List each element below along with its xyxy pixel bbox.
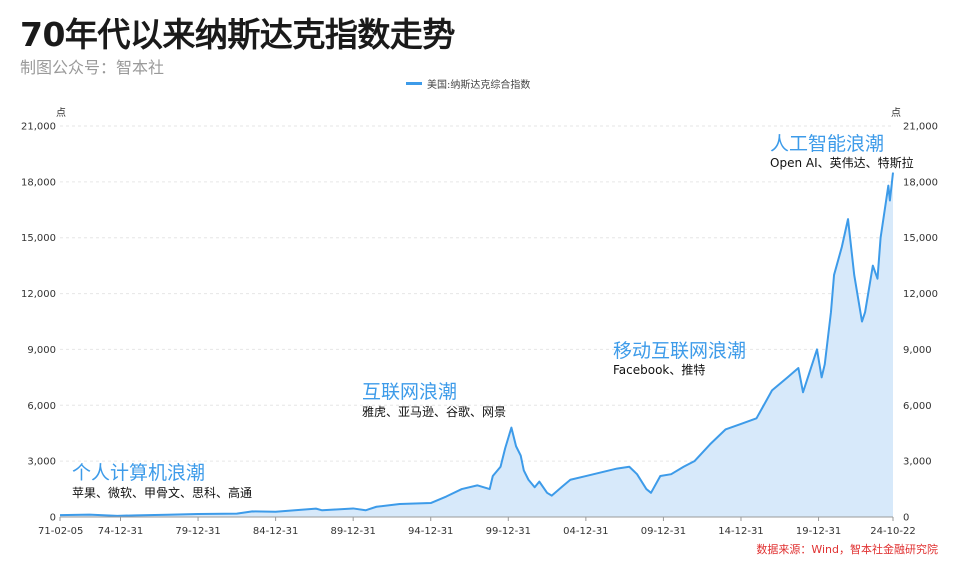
legend[interactable]: 美国:纳斯达克综合指数 (406, 76, 530, 91)
y-tick-label-right: 15,000 (903, 233, 938, 244)
y-tick-label-right: 18,000 (903, 177, 938, 188)
y-unit-left: 点 (56, 107, 66, 119)
y-tick-label-left: 12,000 (21, 289, 56, 300)
annotation-pc-sub: 苹果、微软、甲骨文、思科、高通 (72, 485, 252, 500)
x-tick-label: 84-12-31 (253, 526, 298, 537)
x-tick-label: 14-12-31 (718, 526, 763, 537)
y-tick-label-left: 9,000 (27, 345, 56, 356)
legend-swatch (406, 82, 422, 85)
x-tick-label: 09-12-31 (641, 526, 686, 537)
x-tick-label: 19-12-31 (796, 526, 841, 537)
annotation-pc: 个人计算机浪潮 苹果、微软、甲骨文、思科、高通 (72, 462, 252, 500)
x-axis-ticks: 71-02-05 74-12-31 79-12-31 84-12-31 89-12-31… (38, 517, 916, 537)
x-tick-label: 79-12-31 (175, 526, 220, 537)
x-tick-label: 24-10-22 (870, 526, 915, 537)
y-tick-label-left: 15,000 (21, 233, 56, 244)
annotation-pc-title: 个人计算机浪潮 (72, 462, 205, 484)
chart-subtitle: 制图公众号：智本社 (20, 58, 165, 77)
y-tick-label-right: 3,000 (903, 457, 932, 468)
y-unit-right: 点 (891, 107, 901, 119)
data-source: 数据来源：Wind，智本社金融研究院 (756, 543, 938, 556)
y-tick-label-right: 6,000 (903, 401, 932, 412)
y-tick-label-left: 0 (50, 513, 56, 524)
y-tick-label-left: 18,000 (21, 177, 56, 188)
legend-label: 美国:纳斯达克综合指数 (427, 80, 531, 91)
annotation-mobile-title: 移动互联网浪潮 (613, 340, 746, 362)
annotation-internet-title: 互联网浪潮 (362, 381, 457, 403)
y-tick-label-left: 21,000 (21, 122, 56, 133)
y-axis-left-ticks: 0 3,000 6,000 9,000 12,000 15,000 18,000 21,000 (21, 122, 56, 524)
chart-title: 70年代以来纳斯达克指数走势 (20, 15, 455, 54)
series-line (59, 172, 894, 517)
annotation-ai-sub: Open AI、英伟达、特斯拉 (770, 155, 914, 170)
y-tick-label-right: 0 (903, 513, 909, 524)
x-tick-label: 74-12-31 (98, 526, 143, 537)
x-tick-label: 89-12-31 (330, 526, 375, 537)
annotation-mobile-sub: Facebook、推特 (613, 362, 705, 377)
series-area (60, 172, 893, 518)
y-axis-right-ticks: 0 3,000 6,000 9,000 12,000 15,000 18,000 21,000 (903, 122, 938, 524)
annotation-ai-title: 人工智能浪潮 (770, 133, 884, 155)
y-tick-label-right: 12,000 (903, 289, 938, 300)
x-tick-label: 99-12-31 (486, 526, 531, 537)
y-tick-label-right: 9,000 (903, 345, 932, 356)
y-tick-label-left: 3,000 (27, 457, 56, 468)
x-tick-label: 71-02-05 (38, 526, 83, 537)
annotation-ai: 人工智能浪潮 Open AI、英伟达、特斯拉 (770, 133, 914, 170)
annotation-mobile: 移动互联网浪潮 Facebook、推特 (613, 340, 746, 377)
x-tick-label: 94-12-31 (408, 526, 453, 537)
grid-lines (60, 125, 893, 462)
y-tick-label-left: 6,000 (27, 401, 56, 412)
x-tick-label: 04-12-31 (563, 526, 608, 537)
y-tick-label-right: 21,000 (903, 122, 938, 133)
annotation-internet-sub: 雅虎、亚马逊、谷歌、网景 (362, 404, 506, 419)
annotation-internet: 互联网浪潮 雅虎、亚马逊、谷歌、网景 (362, 381, 506, 419)
